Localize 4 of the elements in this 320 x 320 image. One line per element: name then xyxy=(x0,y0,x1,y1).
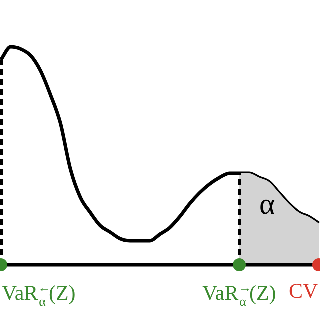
text: VaR$^{←}$$_{α}$(Z) xyxy=(2,280,76,309)
text: VaR$^{→}$$_{α}$(Z) xyxy=(202,280,276,309)
annotation: α xyxy=(260,188,276,221)
text: CV xyxy=(289,279,318,303)
